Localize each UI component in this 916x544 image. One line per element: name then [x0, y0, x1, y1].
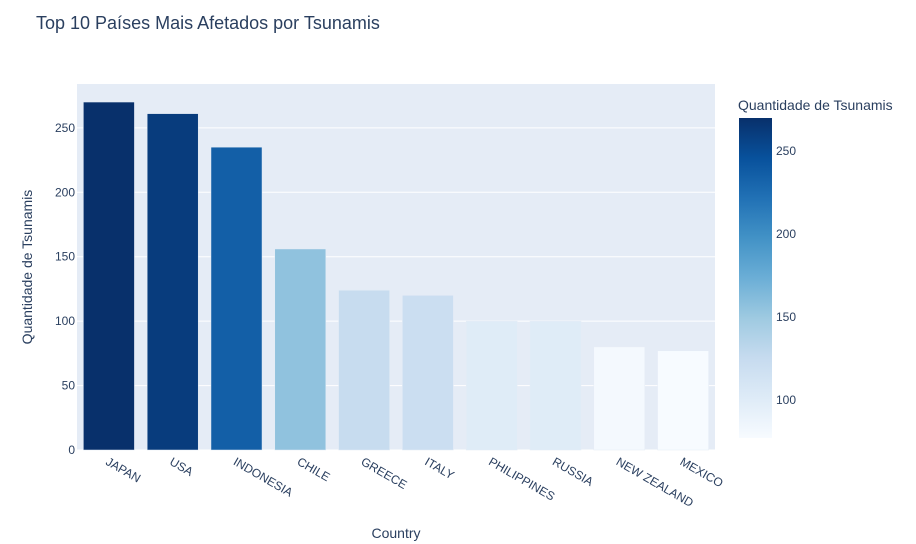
colorbar	[739, 118, 772, 438]
x-tick-label: MEXICO	[678, 454, 726, 490]
y-tick-label: 150	[55, 250, 75, 264]
x-tick-label: CHILE	[295, 454, 333, 484]
x-tick-label: GREECE	[359, 454, 410, 491]
bars	[83, 101, 709, 451]
y-tick-label: 50	[62, 379, 76, 393]
bar-usa	[146, 113, 199, 451]
y-tick-label: 250	[55, 121, 75, 135]
colorbar-title: Quantidade de Tsunamis	[738, 97, 893, 113]
x-axis-ticks: JAPAN USA INDONESIA CHILE GREECE ITALY PHILIPP…	[103, 454, 725, 510]
bar-mexico	[657, 350, 709, 451]
colorbar-tick-label: 100	[776, 393, 796, 407]
y-axis-ticks: 0 50 100 150 200 250	[55, 121, 75, 457]
colorbar-tick-label: 200	[776, 227, 796, 241]
bar-italy	[402, 295, 454, 451]
x-axis-title: Country	[371, 525, 420, 541]
x-tick-label: RUSSIA	[550, 454, 596, 488]
bar-russia	[529, 320, 582, 451]
x-tick-label: PHILIPPINES	[486, 454, 557, 503]
bar-greece	[338, 289, 390, 451]
bar-indonesia	[210, 146, 263, 451]
x-tick-label: JAPAN	[103, 454, 143, 485]
y-axis-title: Quantidade de Tsunamis	[19, 190, 35, 345]
bar-new-zealand	[593, 346, 646, 451]
y-tick-label: 0	[68, 443, 75, 457]
x-tick-label: INDONESIA	[231, 454, 295, 499]
x-tick-label: ITALY	[422, 454, 456, 482]
bar-chile	[274, 248, 327, 451]
chart-title: Top 10 Países Mais Afetados por Tsunamis	[36, 13, 380, 33]
colorbar-tick-label: 150	[776, 310, 796, 324]
bar-japan	[83, 101, 135, 451]
colorbar-ticks: 100 150 200 250	[776, 144, 796, 407]
colorbar-tick-label: 250	[776, 144, 796, 158]
y-tick-label: 200	[55, 185, 75, 199]
bar-philippines	[465, 320, 518, 451]
y-tick-label: 100	[55, 314, 75, 328]
x-tick-label: USA	[167, 454, 195, 478]
